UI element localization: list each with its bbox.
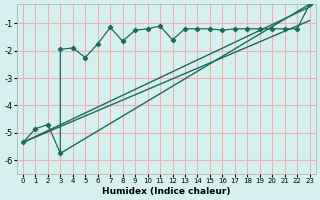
X-axis label: Humidex (Indice chaleur): Humidex (Indice chaleur) xyxy=(102,187,230,196)
